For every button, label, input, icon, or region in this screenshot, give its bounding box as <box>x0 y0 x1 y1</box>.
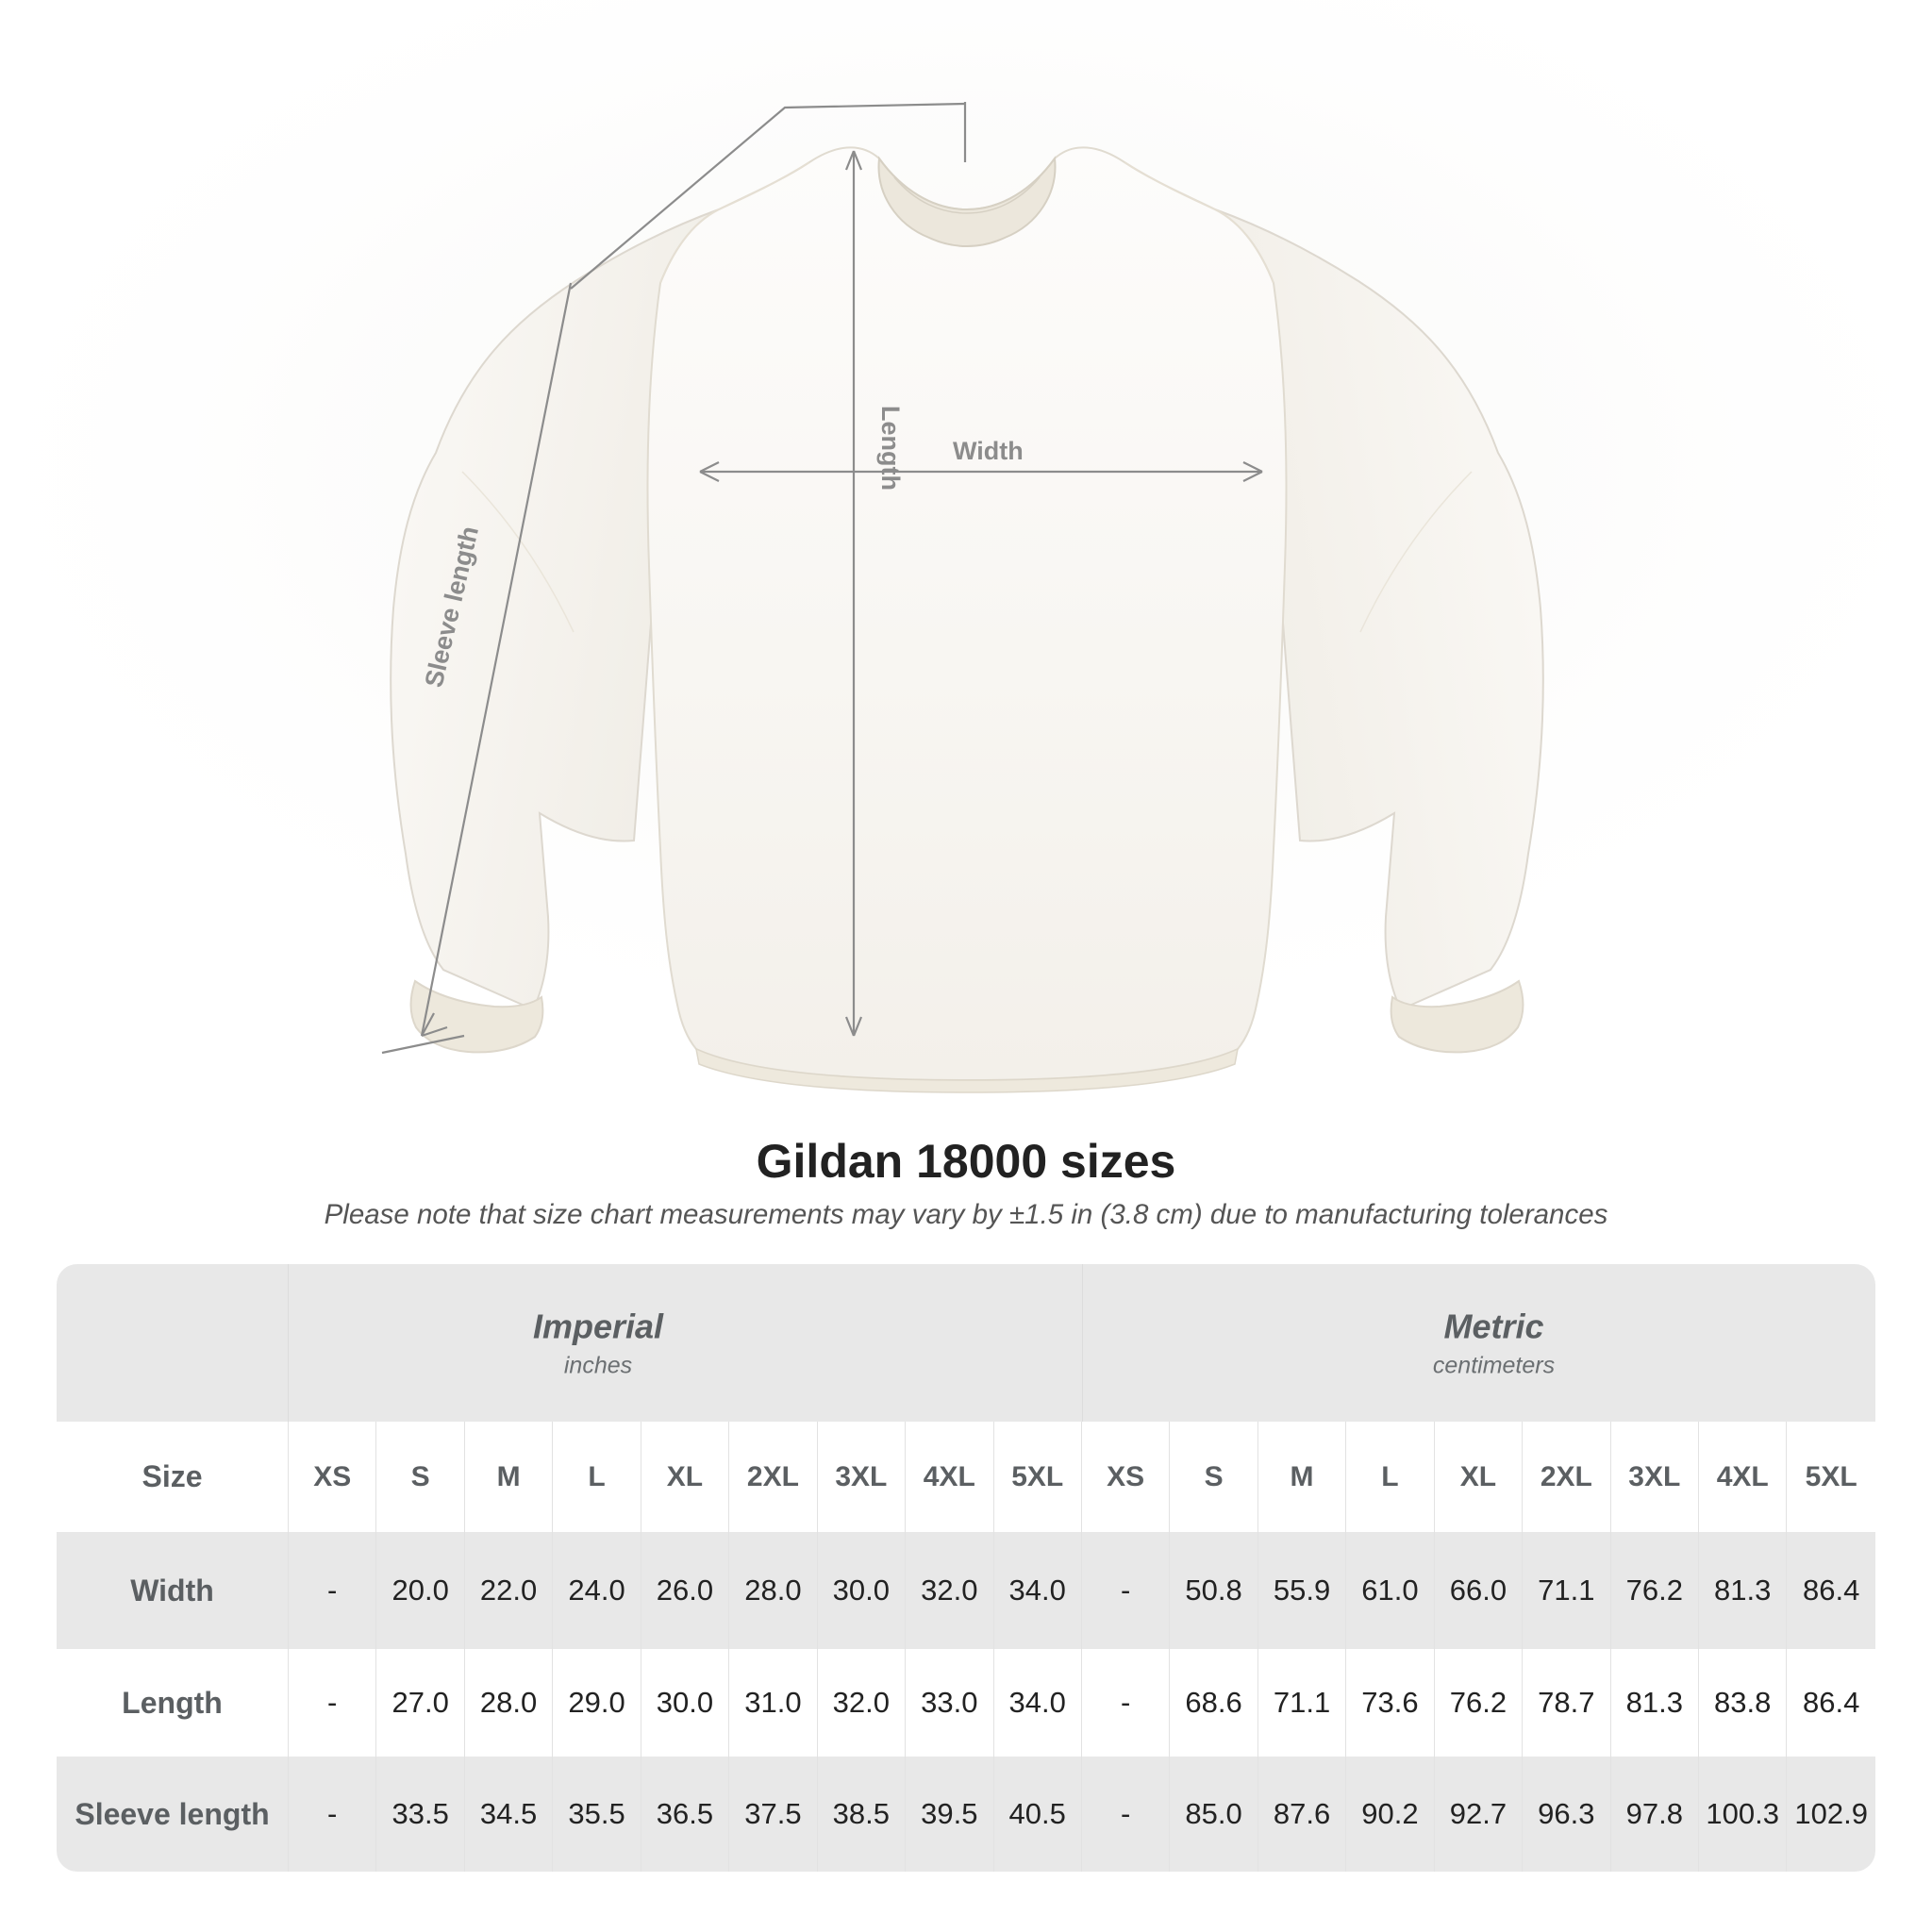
svg-text:Width: Width <box>953 437 1024 465</box>
svg-text:Length: Length <box>876 406 905 491</box>
